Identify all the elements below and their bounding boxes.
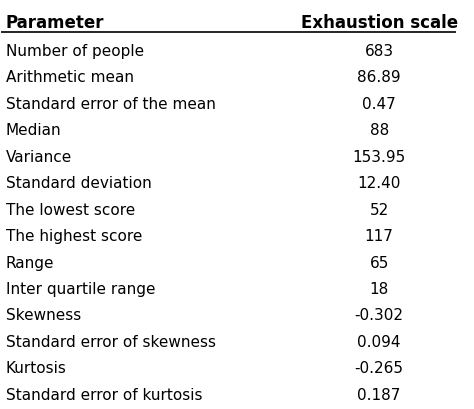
Text: Range: Range — [6, 255, 55, 270]
Text: Exhaustion scale: Exhaustion scale — [301, 13, 458, 31]
Text: 153.95: 153.95 — [353, 149, 406, 164]
Text: Inter quartile range: Inter quartile range — [6, 281, 155, 296]
Text: 18: 18 — [370, 281, 389, 296]
Text: Variance: Variance — [6, 149, 72, 164]
Text: Arithmetic mean: Arithmetic mean — [6, 70, 134, 85]
Text: Standard error of the mean: Standard error of the mean — [6, 97, 216, 111]
Text: 86.89: 86.89 — [357, 70, 401, 85]
Text: Skewness: Skewness — [6, 308, 81, 323]
Text: 0.094: 0.094 — [357, 334, 401, 349]
Text: The lowest score: The lowest score — [6, 202, 135, 217]
Text: 117: 117 — [365, 229, 393, 243]
Text: 52: 52 — [370, 202, 389, 217]
Text: The highest score: The highest score — [6, 229, 142, 243]
Text: Kurtosis: Kurtosis — [6, 360, 67, 375]
Text: 12.40: 12.40 — [357, 176, 401, 191]
Text: Median: Median — [6, 123, 62, 138]
Text: Parameter: Parameter — [6, 13, 104, 31]
Text: -0.302: -0.302 — [355, 308, 404, 323]
Text: -0.265: -0.265 — [355, 360, 404, 375]
Text: Standard error of kurtosis: Standard error of kurtosis — [6, 387, 202, 402]
Text: 0.47: 0.47 — [362, 97, 396, 111]
Text: 683: 683 — [365, 44, 394, 58]
Text: 88: 88 — [370, 123, 389, 138]
Text: 0.187: 0.187 — [357, 387, 401, 402]
Text: 65: 65 — [369, 255, 389, 270]
Text: Standard deviation: Standard deviation — [6, 176, 152, 191]
Text: Number of people: Number of people — [6, 44, 144, 58]
Text: Standard error of skewness: Standard error of skewness — [6, 334, 216, 349]
